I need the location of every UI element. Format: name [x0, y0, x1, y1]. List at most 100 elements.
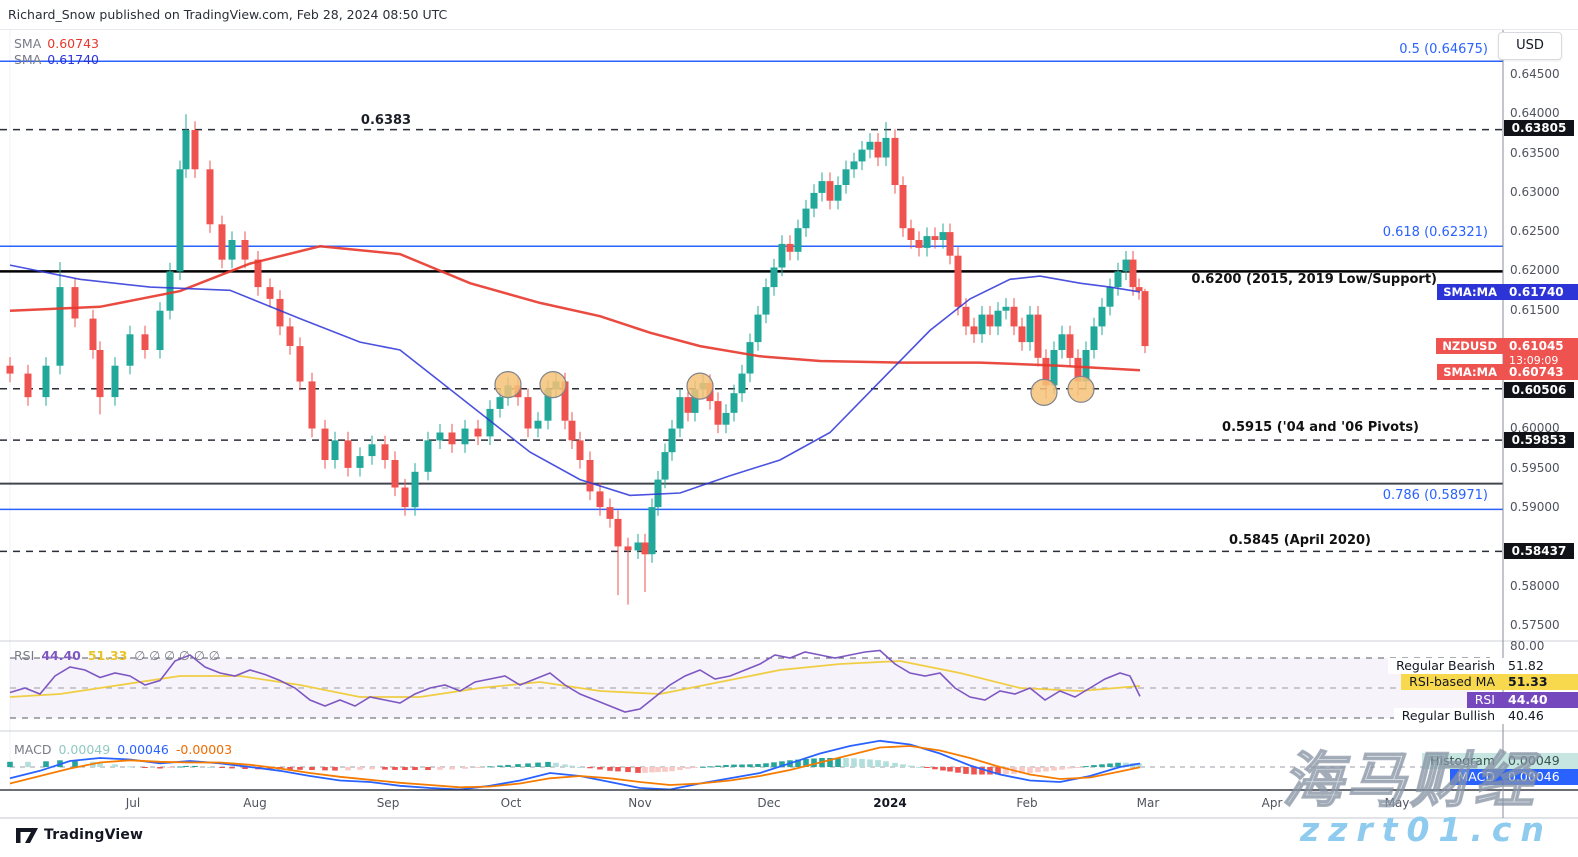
candle: [978, 314, 986, 335]
macd-histogram-bar: [177, 766, 183, 768]
rsi-side-label: Regular Bearish 51.82: [1388, 658, 1578, 674]
macd-histogram-bar: [402, 767, 408, 770]
tag-value: 0.60743: [1503, 364, 1578, 380]
macd-histogram-bar: [475, 767, 481, 768]
macd-indicator-header: MACD 0.00049 0.00046 -0.00003: [14, 742, 232, 757]
rsi-indicator-header: RSI 44.40 51.33 ∅ ∅ ∅ ∅ ∅ ∅: [14, 648, 220, 663]
macd-histogram-bar: [297, 767, 303, 770]
label-name: Regular Bearish: [1388, 658, 1503, 674]
price-tick: 0.60000: [1510, 421, 1560, 435]
macd-histogram-bar: [916, 766, 922, 768]
candle: [1010, 306, 1018, 327]
highlight-circle: [686, 372, 714, 400]
month-label-apr: Apr: [1261, 796, 1283, 810]
macd-histogram-bar: [127, 766, 133, 768]
macd-histogram-bar: [979, 767, 985, 775]
tradingview-logo[interactable]: TradingView: [16, 827, 143, 843]
month-label-aug: Aug: [243, 796, 267, 810]
candle: [770, 267, 778, 288]
macd-histogram-bar: [167, 767, 173, 768]
macd-histogram-bar: [515, 764, 521, 767]
macd-histogram-bar: [43, 761, 49, 767]
macd-histogram-bar: [1115, 762, 1121, 767]
macd-histogram-bar: [940, 767, 946, 771]
macd-histogram-bar: [369, 767, 375, 770]
macd-histogram-bar: [207, 767, 213, 768]
candle: [810, 192, 818, 209]
rsi-label: RSI: [14, 648, 35, 663]
macd-histogram-bar: [763, 763, 769, 768]
macd-histogram-bar: [615, 767, 621, 772]
macd-histogram-bar: [322, 767, 328, 771]
candle: [42, 365, 50, 398]
candle: [368, 444, 376, 457]
macd-histogram-bar: [505, 764, 511, 767]
macd-histogram-bar: [685, 767, 691, 769]
highlight-circle: [539, 371, 567, 399]
candle: [684, 397, 692, 413]
candle: [1042, 357, 1050, 386]
macd-histogram-bar: [707, 766, 713, 768]
macd-line-value: 0.00046: [117, 742, 169, 757]
candle: [786, 243, 794, 252]
candle: [1082, 350, 1090, 382]
macd-histogram-bar: [1019, 767, 1025, 774]
price-tick: 0.58000: [1510, 579, 1560, 593]
line-value-label: 0.58437: [1504, 543, 1574, 559]
macd-histogram-bar: [487, 766, 493, 768]
candle: [1129, 259, 1137, 288]
candle: [321, 428, 329, 460]
candle: [411, 471, 419, 508]
label-value: 51.82: [1503, 658, 1578, 674]
price-tick: 0.61500: [1510, 303, 1560, 317]
month-label-oct: Oct: [500, 796, 522, 810]
candle: [524, 397, 532, 429]
fib-05-label: 0.5 (0.64675): [1399, 42, 1488, 57]
macd-histogram-bar: [157, 767, 163, 769]
candle: [939, 232, 947, 240]
macd-histogram-bar: [1091, 765, 1097, 767]
candle: [954, 255, 962, 307]
macd-signal-line: [9, 745, 1141, 789]
macd-histogram-bar: [649, 767, 655, 773]
macd-histogram-bar: [892, 762, 898, 767]
rsi-scale-tick: 80.00: [1510, 639, 1545, 653]
highlight-circle: [1030, 378, 1058, 406]
candle: [858, 149, 866, 162]
candle: [923, 236, 931, 248]
macd-histogram-bar: [1067, 767, 1073, 769]
candle: [634, 542, 642, 551]
macd-histogram-bar: [183, 765, 189, 767]
macd-histogram-bar: [900, 764, 906, 767]
candle: [641, 542, 649, 555]
candle: [568, 420, 576, 441]
candle: [826, 181, 834, 201]
candle: [534, 420, 542, 429]
candle: [1050, 350, 1058, 386]
line-value-label: 0.59853: [1504, 432, 1574, 448]
macd-histogram-bar: [692, 767, 698, 768]
macd-histogram-bar: [437, 767, 443, 770]
currency-scale-button[interactable]: USD: [1498, 32, 1562, 60]
label-name: Histogram: [1422, 753, 1503, 769]
candle: [1058, 334, 1066, 350]
candle: [356, 456, 364, 468]
candle: [344, 440, 352, 468]
candle: [661, 452, 669, 480]
label-value: 44.40: [1503, 692, 1578, 708]
line-value-label: 0.63805: [1504, 120, 1574, 136]
candle: [970, 326, 978, 335]
candle: [891, 137, 899, 185]
candle: [156, 310, 164, 350]
rsi-ma-value: 51.33: [87, 648, 128, 663]
macd-histogram-bar: [755, 764, 761, 767]
month-label-may: May: [1384, 796, 1410, 810]
macd-histogram-bar: [1043, 767, 1049, 772]
macd-histogram-bar: [655, 767, 661, 773]
candle: [931, 236, 939, 240]
macd-hist-value: 0.00049: [58, 742, 111, 757]
macd-histogram-bar: [963, 767, 969, 774]
macd-signal-value: -0.00003: [175, 742, 233, 757]
candle: [676, 397, 684, 429]
